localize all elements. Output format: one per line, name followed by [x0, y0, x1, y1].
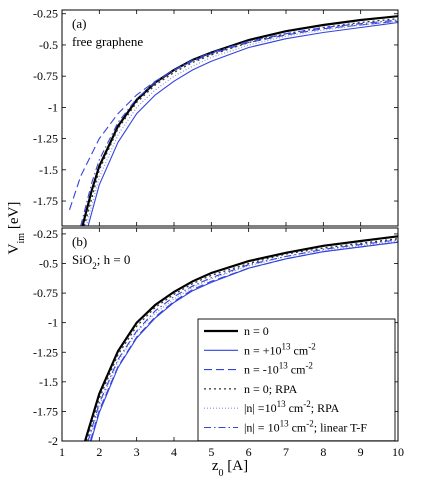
- legend-label-2: n = +1013 cm-2: [244, 341, 316, 357]
- legend: n = 0 n = +1013 cm-2 n = -1013 cm-2 n = 0; …: [197, 318, 396, 442]
- panel-annotation: free graphene: [72, 34, 143, 49]
- y-tick-label: -0.5: [39, 38, 58, 52]
- panel-b: 1 2 3 4 5 6 7 8 9 10 -0.25 -0.5 -0.75 -1 -1.25 -1.5 -1.7…: [33, 227, 404, 459]
- y-tick-label: -1.75: [33, 194, 58, 208]
- legend-label-1: n = 0: [244, 324, 269, 338]
- common-axis-labels: z0 [A] Vim [eV]: [6, 202, 248, 479]
- x-tick-label: 7: [283, 445, 289, 459]
- x-tick-label: 6: [246, 445, 252, 459]
- panel-label: (a): [72, 16, 86, 31]
- series-line-3: [89, 241, 398, 441]
- legend-label-6: |n| = 1013 cm-2; linear T-F: [244, 419, 367, 435]
- y-tick-label: -1.25: [33, 132, 58, 146]
- series-line-4: [85, 238, 398, 441]
- legend-label-5: |n| =1013 cm-2; RPA: [244, 399, 340, 415]
- series-line-6: [87, 239, 398, 441]
- series-group: [84, 235, 398, 441]
- y-tick-label: -1.75: [33, 404, 58, 418]
- x-tick-label: 5: [208, 445, 214, 459]
- x-tick-label: 1: [59, 445, 65, 459]
- series-line-2: [87, 21, 398, 226]
- legend-box: [197, 318, 396, 442]
- plot-frame: [61, 9, 399, 227]
- y-axis-title: Vim [eV]: [6, 202, 27, 255]
- x-tick-label: 2: [96, 445, 102, 459]
- y-tick-label: -1.25: [33, 345, 58, 359]
- series-line-6: [80, 19, 398, 226]
- y-tick-label: -0.25: [33, 227, 58, 241]
- y-tick-label: -1.5: [39, 163, 58, 177]
- y-tick-label: -1: [48, 100, 58, 114]
- y-tick-label: -1.5: [39, 375, 58, 389]
- panel-a: -0.25 -0.5 -0.75 -1 -1.25 -1.5 -1.75 (a) free gr…: [33, 7, 399, 227]
- x-tick-label: 3: [134, 445, 140, 459]
- series-line-1: [84, 235, 398, 441]
- panel-label: (b): [72, 234, 87, 249]
- y-tick-label: -1: [48, 316, 58, 330]
- y-tick-label: -0.5: [39, 257, 58, 271]
- legend-label-4: n = 0; RPA: [244, 382, 298, 396]
- y-tick-label: -0.75: [33, 69, 58, 83]
- x-tick-label: 4: [171, 445, 177, 459]
- series-line-3: [68, 20, 398, 210]
- series-group: [68, 15, 398, 226]
- x-tick-label: 9: [358, 445, 364, 459]
- y-tick-label: -0.25: [33, 7, 58, 21]
- x-tick-label: 10: [392, 445, 404, 459]
- series-line-5: [85, 20, 398, 226]
- y-tick-label: -2: [48, 434, 58, 448]
- panel-annotation: SiO2; h = 0: [72, 252, 130, 271]
- legend-label-3: n = -1013 cm-2: [244, 361, 313, 377]
- x-axis-title: z0 [A]: [212, 458, 248, 479]
- x-tick-label: 8: [320, 445, 326, 459]
- series-line-5: [88, 240, 398, 441]
- y-tick-label: -0.75: [33, 286, 58, 300]
